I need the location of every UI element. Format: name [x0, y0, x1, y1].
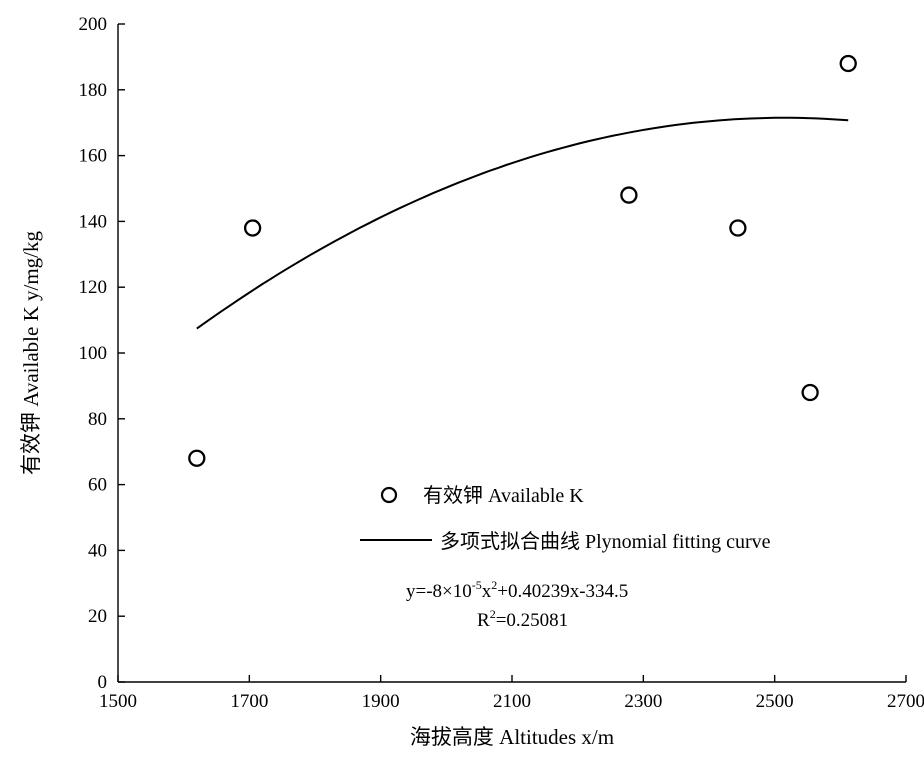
x-tick-label: 2500 [756, 691, 794, 712]
r2-exp: 2 [490, 607, 496, 621]
y-tick-label: 180 [79, 80, 108, 101]
x-tick-label: 1700 [230, 691, 268, 712]
eq-mid: x [482, 581, 492, 602]
legend-marker-circle [380, 486, 398, 504]
data-point [243, 219, 262, 237]
y-axis-title: 有效钾 Available K y/mg/kg [19, 231, 43, 475]
y-tick-label: 40 [88, 540, 107, 561]
x-tick-label: 1900 [362, 691, 400, 712]
x-tick-label: 2300 [624, 691, 662, 712]
data-point [188, 449, 206, 467]
eq-exp2: 2 [491, 578, 497, 592]
data-point [801, 383, 819, 402]
data-point [620, 186, 638, 204]
data-points [188, 54, 857, 467]
x-tick-label: 2100 [493, 691, 531, 712]
y-tick-label: 100 [79, 343, 108, 364]
y-tick-label: 160 [79, 146, 108, 167]
r2-value: =0.25081 [496, 610, 568, 631]
eq-suffix: +0.40239x-334.5 [497, 581, 628, 602]
legend-label-available-k: 有效钾 Available K [423, 484, 584, 507]
y-tick-label: 80 [88, 409, 107, 430]
y-tick-label: 200 [79, 14, 108, 35]
x-tick-label: 1500 [99, 691, 137, 712]
legend-label-fit-curve: 多项式拟合曲线 Plynomial fitting curve [440, 530, 771, 553]
x-axis-title: 海拔高度 Altitudes x/m [410, 725, 614, 749]
y-tick-label: 60 [88, 475, 107, 496]
data-point [729, 219, 747, 237]
fit-curve [196, 116, 849, 330]
eq-prefix: y=-8×10 [406, 581, 472, 602]
y-tick-label: 0 [98, 672, 108, 693]
r-squared: R2=0.25081 [477, 607, 568, 631]
fit-equation: y=-8×10-5x2+0.40239x-334.5 [406, 578, 628, 602]
y-tick-label: 120 [79, 277, 108, 298]
y-axis-ticks: 0 20 40 60 80 100 120 140 160 180 200 [79, 14, 125, 693]
x-axis-ticks: 1500 1700 1900 2100 2300 2500 2700 [99, 675, 924, 712]
y-tick-label: 140 [79, 211, 108, 232]
y-tick-label: 20 [88, 606, 107, 627]
legend: 有效钾 Available K 多项式拟合曲线 Plynomial fittin… [360, 484, 771, 553]
r2-prefix: R [477, 610, 490, 631]
x-tick-label: 2700 [887, 691, 924, 712]
eq-exp1: -5 [472, 578, 482, 592]
data-point [839, 54, 857, 73]
